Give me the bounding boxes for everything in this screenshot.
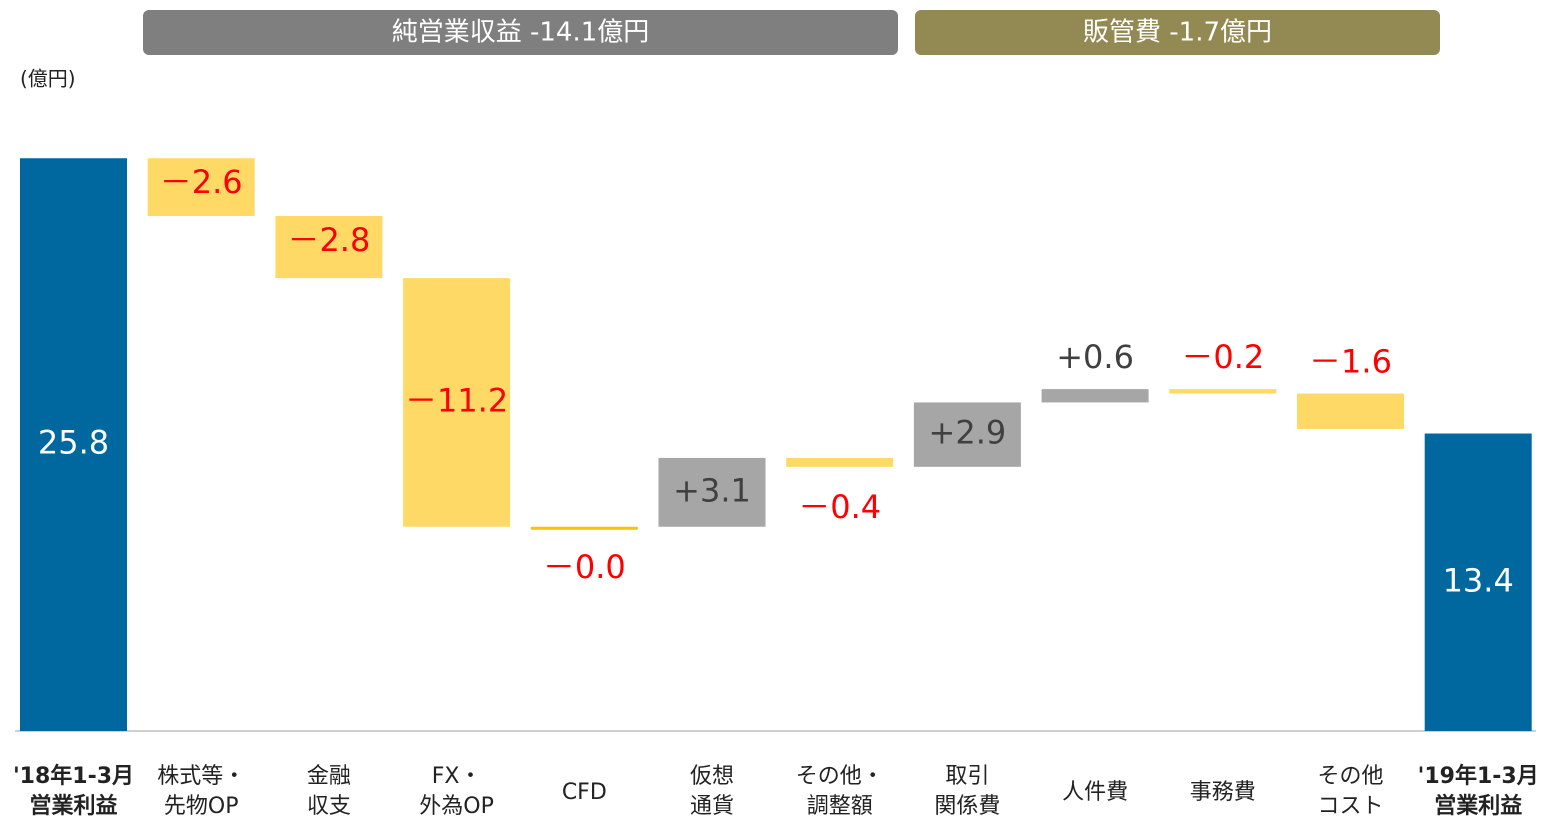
value-label: 25.8 [38, 424, 109, 462]
x-tick-label: 先物OP [164, 794, 239, 819]
bar [1041, 389, 1149, 403]
bar [530, 526, 638, 530]
x-tick-label: 調整額 [807, 794, 873, 819]
value-label: +0.6 [1056, 338, 1134, 376]
value-label: －11.2 [405, 381, 508, 419]
x-tick-label: '19年1-3月 [1418, 763, 1539, 789]
bar [1424, 433, 1532, 731]
value-label: +2.9 [929, 414, 1007, 452]
bar [20, 158, 127, 732]
x-tick-label: 人件費 [1062, 780, 1128, 805]
x-tick-label: その他・ [796, 764, 884, 789]
value-label: －0.2 [1181, 338, 1264, 376]
x-tick-label: FX・ [432, 764, 482, 789]
x-tick-label: 関係費 [934, 794, 1000, 819]
bar [403, 278, 511, 527]
bar [275, 215, 383, 279]
bar [913, 402, 1021, 467]
value-label: +3.1 [673, 471, 751, 509]
x-tick-label: その他 [1317, 764, 1383, 789]
x-tick-label: 株式等・ [157, 764, 245, 789]
value-label: －0.0 [543, 548, 626, 586]
group-header-label: 純営業収益 -14.1億円 [392, 18, 650, 48]
x-tick-label: 通貨 [690, 794, 734, 819]
bar [147, 158, 255, 216]
x-tick-label: '18年1-3月 [13, 763, 134, 789]
group-header-label: 販管費 -1.7億円 [1083, 18, 1272, 48]
bar [786, 457, 894, 467]
x-tick-label: 取引 [945, 764, 989, 789]
x-tick-label: CFD [562, 780, 607, 805]
x-tick-label: 営業利益 [1434, 793, 1522, 819]
value-label: －1.6 [1309, 343, 1392, 381]
value-label: 13.4 [1443, 561, 1514, 599]
x-tick-label: 金融 [307, 764, 351, 789]
x-tick-label: 外為OP [419, 794, 494, 819]
x-tick-label: コスト [1317, 794, 1383, 819]
value-label: －2.8 [287, 221, 370, 259]
bar [1297, 393, 1404, 430]
x-tick-label: 収支 [307, 794, 351, 819]
unit-label: (億円) [20, 67, 76, 91]
x-tick-label: 仮想 [690, 764, 734, 789]
group-header [143, 10, 898, 55]
x-tick-label: 営業利益 [29, 793, 117, 819]
group-header [915, 10, 1440, 55]
value-label: －0.4 [798, 488, 881, 526]
bar [658, 457, 766, 527]
x-tick-label: 事務費 [1190, 780, 1256, 805]
value-label: －2.6 [160, 163, 243, 201]
bar [1169, 389, 1277, 394]
